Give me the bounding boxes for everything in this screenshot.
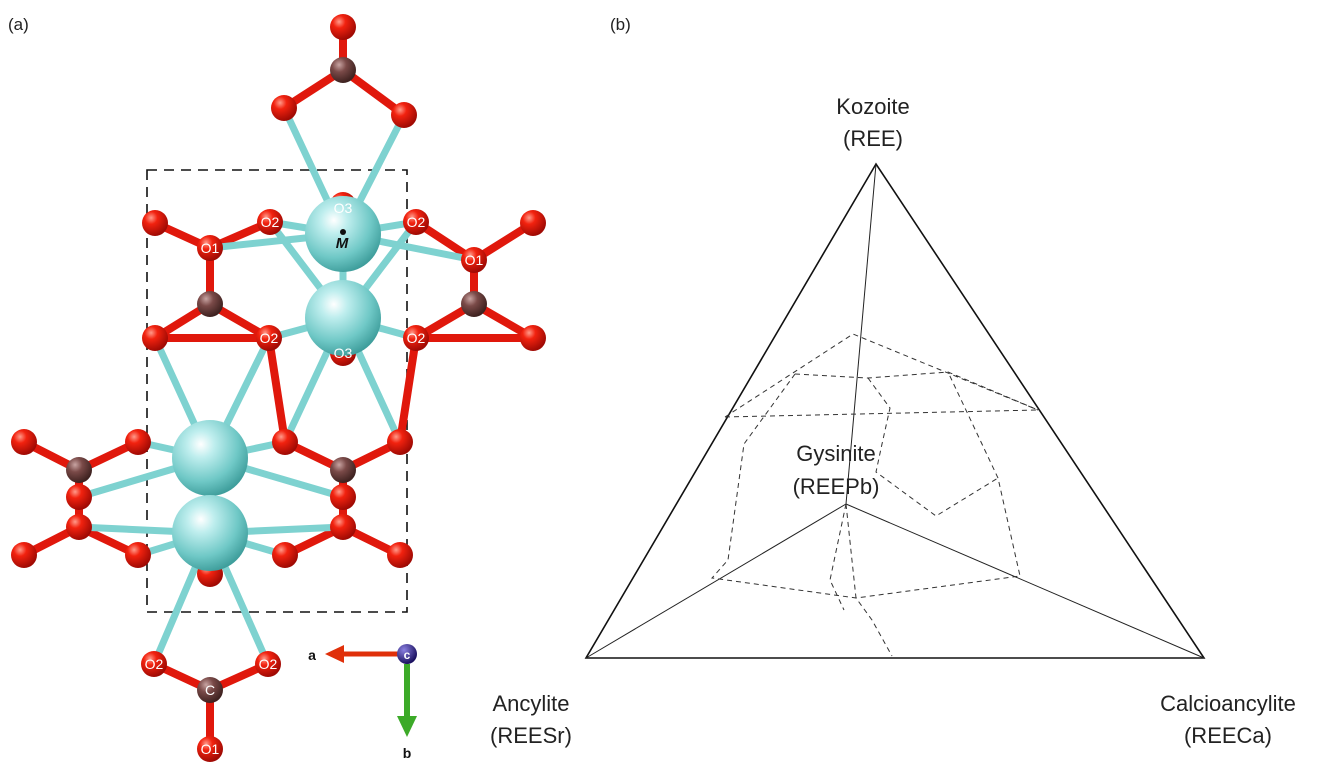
oxygen-atom — [461, 247, 487, 273]
carbon-oxygen-bond — [265, 334, 289, 446]
panel-a-label: (a) — [8, 15, 29, 34]
oxygen-atom — [66, 484, 92, 510]
atom-label-o2: O2 — [407, 214, 426, 230]
oxygen-atom — [330, 514, 356, 540]
ancylite-name: Ancylite — [492, 691, 569, 716]
carbon-atom — [66, 457, 92, 483]
calcioancylite-formula: (REECa) — [1184, 723, 1272, 748]
calcioancylite-name: Calcioancylite — [1160, 691, 1296, 716]
apex-right-label: Calcioancylite (REECa) — [1160, 691, 1296, 748]
gysinite-name: Gysinite — [796, 441, 875, 466]
atom-label-o1: O1 — [201, 741, 220, 757]
oxygen-atom — [197, 736, 223, 762]
atom-label-group: O2 O3 O2 O1 O1 O2 O3 O2 O2 O2 C O1 M — [145, 200, 484, 757]
oxygen-atom — [387, 542, 413, 568]
oxygen-atom — [66, 514, 92, 540]
atom-label-o2: O2 — [260, 330, 279, 346]
atom-label-m: M — [336, 235, 349, 252]
c-axis-marker — [397, 644, 417, 664]
b-axis-arrowhead — [397, 716, 417, 737]
oxygen-atom — [142, 210, 168, 236]
oxygen-atom — [272, 429, 298, 455]
oxygen-atom — [142, 325, 168, 351]
apex-left-label: Ancylite (REESr) — [490, 691, 572, 748]
oxygen-atom — [197, 235, 223, 261]
ternary-diagram-panel: (b) Kozoite (REE) Ancylite (REESr) — [490, 15, 1296, 748]
oxygen-atom — [403, 325, 429, 351]
dashed-field-boundaries — [711, 333, 1039, 657]
carbon-atom — [197, 677, 223, 703]
oxygen-atom — [520, 210, 546, 236]
oxygen-atom — [255, 651, 281, 677]
atom-label-o2: O2 — [259, 656, 278, 672]
oxygen-atom — [271, 95, 297, 121]
oxygen-atom — [330, 484, 356, 510]
metal-site-marker — [340, 229, 346, 235]
panel-b-label: (b) — [610, 15, 631, 34]
oxygen-atom — [272, 542, 298, 568]
atom-label-o1: O1 — [201, 240, 220, 256]
atom-label-o2: O2 — [407, 330, 426, 346]
atom-label-o2: O2 — [145, 656, 164, 672]
oxygen-atom — [403, 209, 429, 235]
carbon-oxygen-bond — [396, 334, 420, 446]
center-label: Gysinite (REEPb) — [793, 441, 880, 499]
metal-atom — [172, 495, 248, 571]
apex-top-label: Kozoite (REE) — [836, 94, 909, 151]
a-axis-label: a — [308, 647, 316, 663]
oxygen-atom — [257, 209, 283, 235]
kozoite-name: Kozoite — [836, 94, 909, 119]
metal-atom — [305, 280, 381, 356]
atom-label-o3: O3 — [334, 345, 353, 361]
oxygen-atom — [256, 325, 282, 351]
ancylite-formula: (REESr) — [490, 723, 572, 748]
carbon-atom — [197, 291, 223, 317]
atom-label-o1: O1 — [465, 252, 484, 268]
metal-atom — [172, 420, 248, 496]
atom-label-o3: O3 — [334, 200, 353, 216]
b-axis-label: b — [403, 745, 412, 761]
oxygen-atom — [11, 542, 37, 568]
crystal-structure-panel: (a) O2 O3 O2 O1 O1 O2 O3 O2 O2 O2 C O1 M… — [8, 14, 546, 762]
oxygen-atom — [141, 651, 167, 677]
apex-to-center-lines — [585, 163, 1205, 659]
oxygen-atom — [387, 429, 413, 455]
oxygen-atom — [125, 429, 151, 455]
oxygen-atom — [520, 325, 546, 351]
carbon-atom — [330, 457, 356, 483]
oxygen-atom — [391, 102, 417, 128]
carbon-atom — [330, 57, 356, 83]
gysinite-formula: (REEPb) — [793, 474, 880, 499]
ternary-outer-triangle — [584, 162, 1206, 659]
atom-label-c: C — [205, 682, 215, 698]
oxygen-atom — [11, 429, 37, 455]
carbon-atom — [461, 291, 487, 317]
bond-network — [20, 23, 537, 753]
oxygen-atom — [330, 14, 356, 40]
atom-set — [11, 14, 546, 762]
a-axis-arrowhead — [325, 645, 344, 663]
c-axis-label: c — [404, 648, 411, 662]
kozoite-formula: (REE) — [843, 126, 903, 151]
atom-label-o2: O2 — [261, 214, 280, 230]
oxygen-atom — [125, 542, 151, 568]
axes-indicator: a b c — [308, 644, 417, 761]
